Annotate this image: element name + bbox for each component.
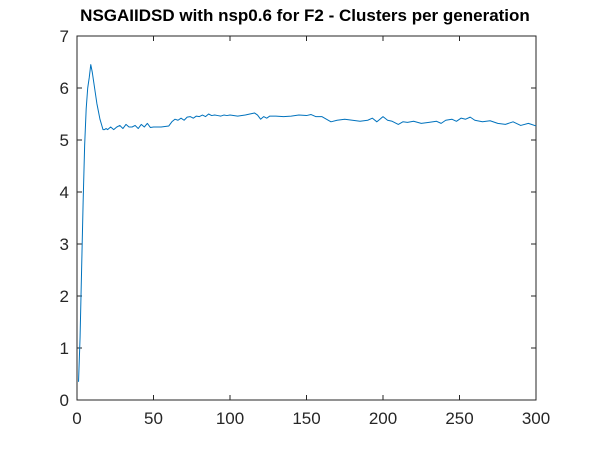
y-tick-label: 4 <box>60 183 69 202</box>
y-tick-label: 0 <box>60 391 69 410</box>
x-tick-label: 250 <box>445 409 473 428</box>
x-tick-label: 150 <box>292 409 320 428</box>
plot-area <box>76 35 537 401</box>
y-tick-label: 1 <box>60 339 69 358</box>
y-tick-label: 5 <box>60 131 69 150</box>
y-tick-label: 2 <box>60 287 69 306</box>
x-tick-label: 200 <box>369 409 397 428</box>
x-tick-label: 0 <box>72 409 81 428</box>
series-line <box>78 64 537 382</box>
chart-title: NSGAIIDSD with nsp0.6 for F2 - Clusters … <box>80 6 530 25</box>
x-tick-label: 300 <box>522 409 550 428</box>
y-tick-label: 7 <box>60 27 69 46</box>
x-tick-label: 100 <box>216 409 244 428</box>
y-tick-label: 3 <box>60 235 69 254</box>
x-tick-label: 50 <box>144 409 163 428</box>
y-tick-label: 6 <box>60 79 69 98</box>
